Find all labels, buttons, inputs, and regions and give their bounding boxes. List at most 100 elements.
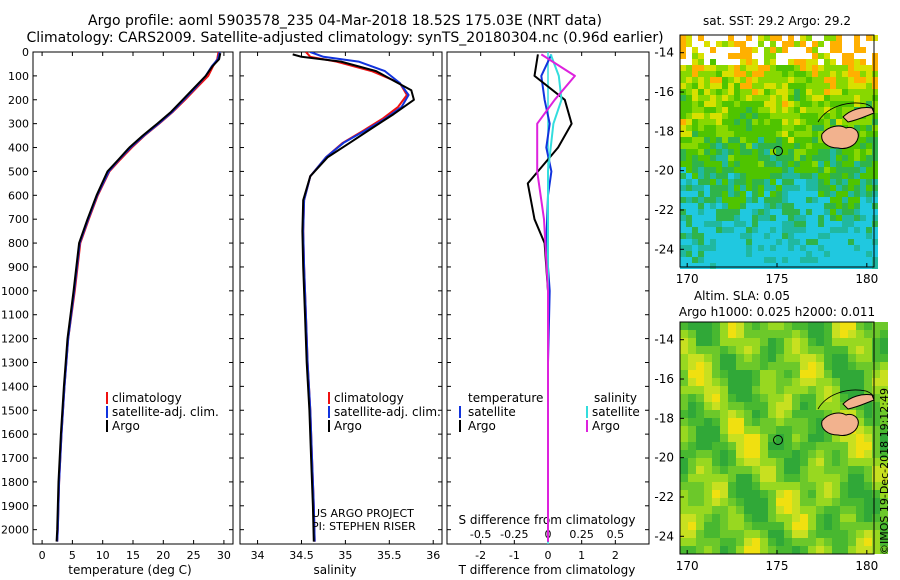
sst-cell — [728, 221, 734, 227]
sla-cell — [744, 362, 752, 370]
sla-cell — [792, 378, 800, 386]
sst-cell — [692, 167, 698, 173]
sst-cell — [704, 239, 710, 245]
sst-cell — [782, 257, 788, 263]
sla-cell — [800, 370, 808, 378]
sst-cell — [680, 107, 686, 113]
sst-cell — [728, 167, 734, 173]
sst-cell — [710, 125, 716, 131]
sst-map-axes: 170 175 180-14-16-18-20-22-24 — [654, 46, 878, 286]
sst-cell — [746, 257, 752, 263]
sst-cell — [746, 143, 752, 149]
sst-cell — [698, 89, 704, 95]
sla-cell — [712, 346, 720, 354]
sst-cell — [722, 95, 728, 101]
sst-cell — [692, 59, 698, 65]
sla-cell — [728, 450, 736, 458]
sst-cell — [836, 119, 842, 125]
sst-cell — [824, 155, 830, 161]
sst-cell — [734, 155, 740, 161]
sst-cell — [782, 239, 788, 245]
sla-cell — [848, 354, 856, 362]
sla-cell — [880, 466, 888, 474]
sla-cell — [840, 370, 848, 378]
sla-cell — [688, 522, 696, 530]
sla-cell — [856, 402, 864, 410]
sst-cell — [710, 251, 716, 257]
sst-cell — [848, 53, 854, 59]
sla-cell — [800, 498, 808, 506]
sst-map-field — [680, 35, 878, 269]
sst-cell — [716, 125, 722, 131]
sst-cell — [824, 233, 830, 239]
sst-cell — [716, 197, 722, 203]
sla-cell — [728, 530, 736, 538]
sla-cell — [880, 322, 888, 330]
sla-cell — [760, 442, 768, 450]
sst-cell — [698, 143, 704, 149]
sst-cell — [764, 167, 770, 173]
sst-cell — [716, 65, 722, 71]
sst-cell — [824, 53, 830, 59]
sst-cell — [734, 263, 740, 269]
sst-cell — [752, 221, 758, 227]
sst-cell — [746, 65, 752, 71]
sst-cell — [812, 65, 818, 71]
sst-cell — [860, 203, 866, 209]
sst-cell — [722, 209, 728, 215]
sla-cell — [720, 442, 728, 450]
sst-cell — [866, 227, 872, 233]
sst-cell — [782, 233, 788, 239]
sst-cell — [680, 149, 686, 155]
sst-cell — [722, 131, 728, 137]
sst-cell — [836, 197, 842, 203]
sla-cell — [680, 474, 688, 482]
sla-cell — [840, 362, 848, 370]
sst-cell — [722, 179, 728, 185]
sst-cell — [770, 107, 776, 113]
sst-cell — [722, 71, 728, 77]
sla-cell — [800, 418, 808, 426]
sst-cell — [698, 95, 704, 101]
salinity-x-axis: 34 34.5 35 35.5 36 — [251, 52, 440, 562]
sst-cell — [872, 125, 878, 131]
sst-cell — [830, 245, 836, 251]
sla-cell — [880, 522, 888, 530]
sla-cell — [760, 402, 768, 410]
sst-cell — [692, 227, 698, 233]
sst-cell — [866, 221, 872, 227]
sst-cell — [728, 95, 734, 101]
sst-cell — [746, 131, 752, 137]
sla-cell — [880, 378, 888, 386]
sst-cell — [818, 239, 824, 245]
sla-cell — [768, 378, 776, 386]
sla-cell — [760, 498, 768, 506]
sst-cell — [746, 119, 752, 125]
sst-cell — [854, 173, 860, 179]
sla-cell — [832, 530, 840, 538]
sst-cell — [782, 263, 788, 269]
sst-cell — [872, 203, 878, 209]
sst-cell — [818, 233, 824, 239]
sla-cell — [784, 426, 792, 434]
sla-cell — [776, 474, 784, 482]
sst-argo-location-marker — [773, 146, 783, 156]
sla-cell — [832, 386, 840, 394]
sst-cell — [806, 227, 812, 233]
sst-cell — [782, 209, 788, 215]
sst-cell — [782, 101, 788, 107]
sst-cell — [794, 191, 800, 197]
sst-cell — [854, 89, 860, 95]
sst-cell — [740, 221, 746, 227]
sst-cell — [770, 113, 776, 119]
sst-cell — [746, 83, 752, 89]
sst-cell — [848, 227, 854, 233]
sst-cell — [692, 215, 698, 221]
sst-cell — [764, 113, 770, 119]
sst-cell — [740, 257, 746, 263]
lon-tick-label: 175 — [766, 272, 789, 286]
sst-cell — [800, 125, 806, 131]
sst-cell — [806, 161, 812, 167]
sst-cell — [764, 71, 770, 77]
sst-cell — [704, 113, 710, 119]
